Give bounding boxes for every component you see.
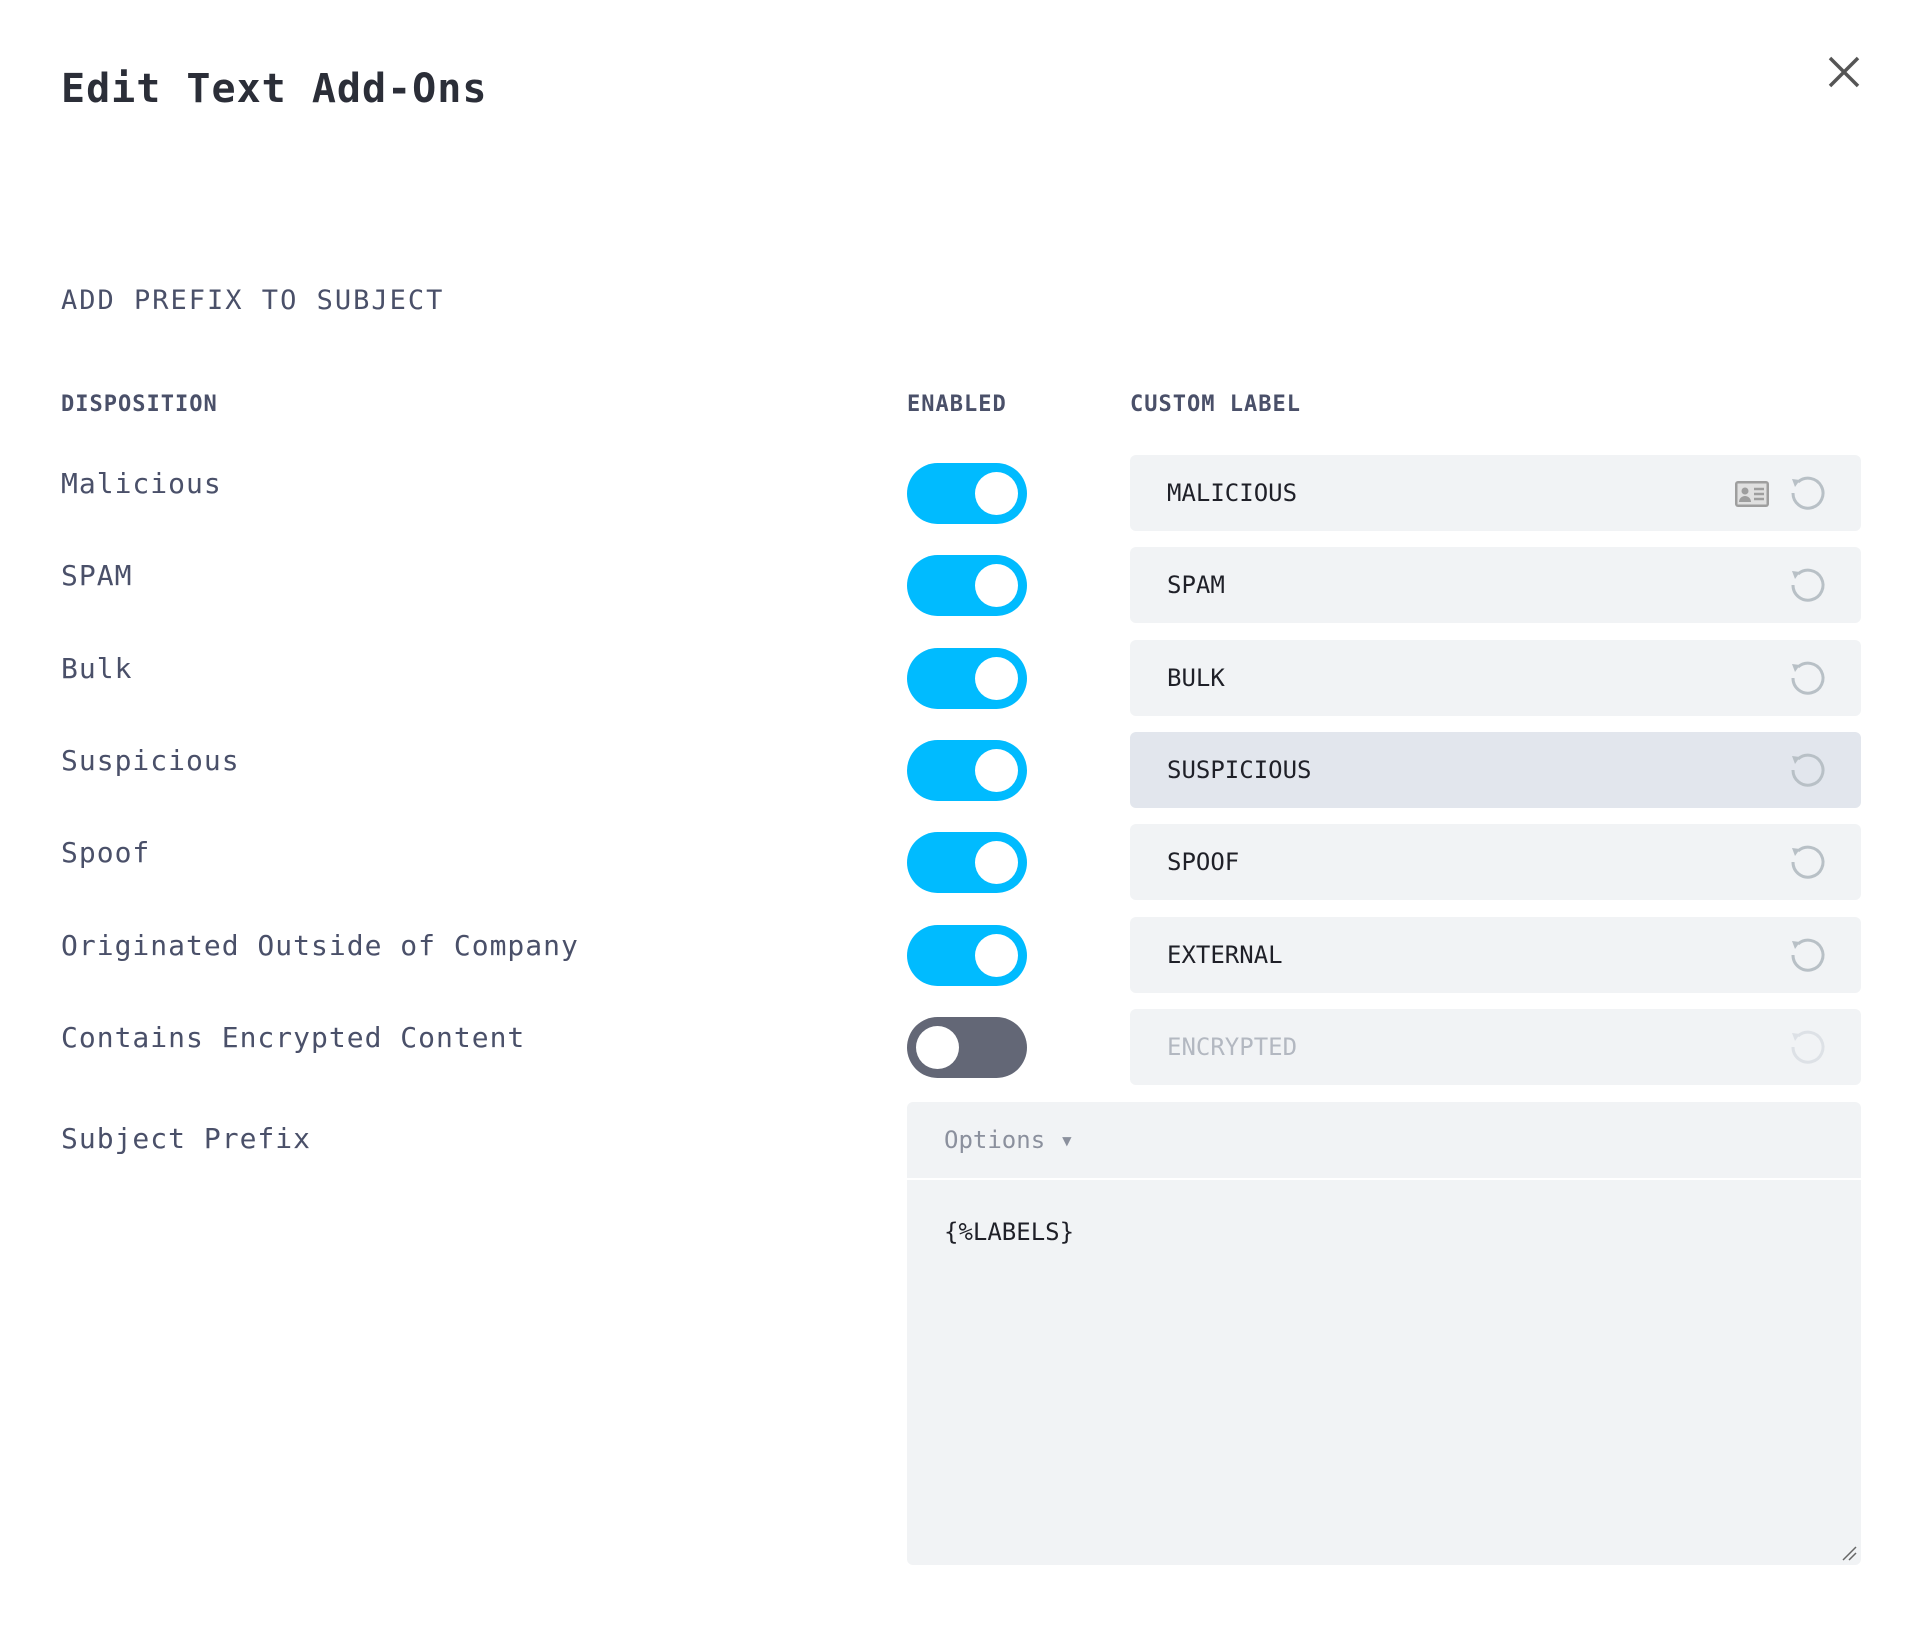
- disposition-label: Suspicious: [61, 743, 240, 777]
- custom-label-value: EXTERNAL: [1167, 940, 1283, 969]
- resize-handle-icon[interactable]: [1841, 1545, 1857, 1561]
- header-custom-label: CUSTOM LABEL: [1130, 392, 1301, 417]
- custom-label-input[interactable]: SUSPICIOUS: [1130, 731, 1861, 808]
- disposition-label: Spoof: [61, 836, 151, 870]
- options-label: Options ▾: [944, 1126, 1075, 1154]
- enabled-toggle[interactable]: [907, 463, 1027, 524]
- close-icon[interactable]: [1826, 54, 1862, 90]
- custom-label-input[interactable]: SPOOF: [1130, 824, 1861, 901]
- header-disposition: DISPOSITION: [61, 392, 218, 417]
- enabled-toggle[interactable]: [907, 1016, 1027, 1078]
- custom-label-input[interactable]: ENCRYPTED: [1130, 1008, 1861, 1085]
- custom-label-value: MALICIOUS: [1167, 479, 1298, 507]
- toggle-knob: [916, 1025, 959, 1069]
- custom-label-input[interactable]: MALICIOUS: [1130, 455, 1861, 531]
- contact-card-icon[interactable]: [1735, 481, 1769, 507]
- subject-prefix-value: {%LABELS}: [944, 1218, 1075, 1246]
- reset-icon[interactable]: [1787, 842, 1827, 882]
- disposition-label: SPAM: [61, 559, 133, 593]
- reset-icon[interactable]: [1787, 750, 1827, 790]
- custom-label-value: SPAM: [1167, 571, 1225, 600]
- reset-icon[interactable]: [1787, 565, 1827, 605]
- enabled-toggle[interactable]: [907, 832, 1027, 894]
- reset-icon[interactable]: [1787, 473, 1827, 513]
- toggle-knob: [975, 656, 1018, 700]
- section-title: ADD PREFIX TO SUBJECT: [61, 285, 445, 316]
- custom-label-value: BULK: [1167, 663, 1225, 692]
- disposition-label: Malicious: [61, 467, 222, 500]
- subject-prefix-textarea[interactable]: {%LABELS}: [907, 1180, 1861, 1565]
- toggle-knob: [975, 564, 1018, 608]
- enabled-toggle[interactable]: [907, 924, 1027, 986]
- reset-icon[interactable]: [1787, 1027, 1827, 1067]
- reset-icon[interactable]: [1787, 935, 1827, 975]
- disposition-label: Originated Outside of Company: [61, 928, 579, 962]
- toggle-knob: [975, 933, 1018, 977]
- custom-label-input[interactable]: SPAM: [1130, 547, 1861, 624]
- disposition-label: Contains Encrypted Content: [61, 1020, 526, 1054]
- dialog-title: Edit Text Add-Ons: [61, 66, 488, 112]
- disposition-label: Bulk: [61, 651, 133, 685]
- subject-prefix-label: Subject Prefix: [61, 1122, 312, 1155]
- reset-icon[interactable]: [1787, 658, 1827, 698]
- toggle-knob: [975, 472, 1018, 515]
- toggle-knob: [975, 841, 1018, 885]
- enabled-toggle[interactable]: [907, 555, 1027, 617]
- custom-label-input[interactable]: BULK: [1130, 639, 1861, 716]
- enabled-toggle[interactable]: [907, 647, 1027, 709]
- custom-label-value: SPOOF: [1167, 848, 1240, 877]
- options-dropdown[interactable]: Options ▾: [907, 1102, 1861, 1178]
- custom-label-value: SUSPICIOUS: [1167, 755, 1312, 784]
- custom-label-value: ENCRYPTED: [1167, 1032, 1298, 1061]
- custom-label-input[interactable]: EXTERNAL: [1130, 916, 1861, 993]
- toggle-knob: [975, 748, 1018, 792]
- header-enabled: ENABLED: [907, 392, 1007, 417]
- enabled-toggle[interactable]: [907, 739, 1027, 801]
